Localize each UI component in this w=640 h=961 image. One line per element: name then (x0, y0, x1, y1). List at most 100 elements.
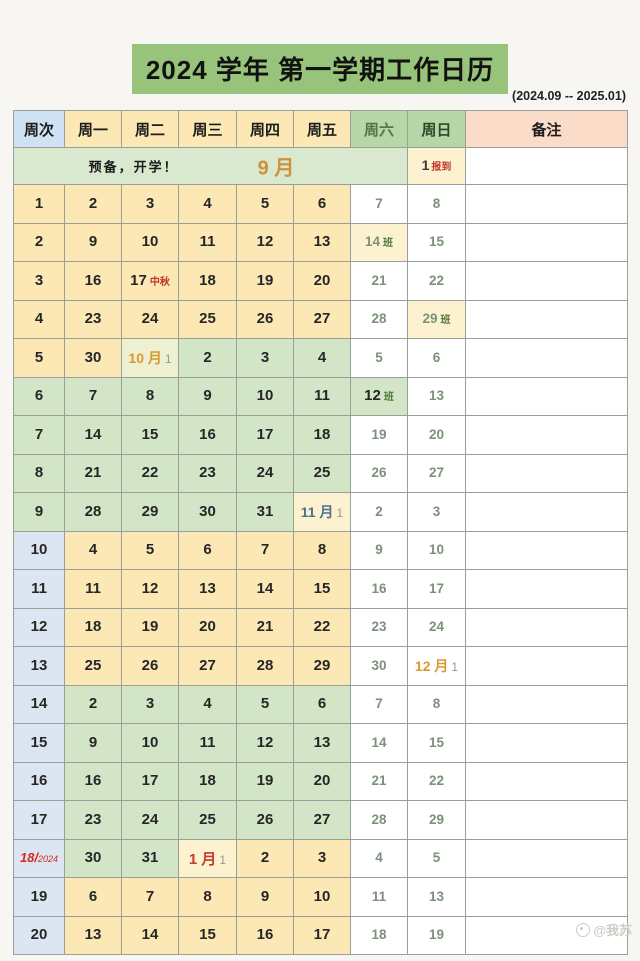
week-number-cell: 11 (13, 569, 65, 609)
day-cell: 19 (236, 261, 294, 301)
cell-text: 17 (313, 926, 331, 944)
day-cell: 10 (236, 376, 294, 416)
cell-text: 8 (317, 541, 327, 559)
column-header: 周一 (64, 110, 122, 148)
day-cell: 11 (178, 222, 237, 262)
day-cell: 5 (407, 838, 466, 878)
day-cell: 3 (293, 838, 351, 878)
watermark: @我苏 (576, 920, 632, 939)
day-cell: 6 (293, 684, 351, 724)
cell-text: 15 (313, 579, 331, 597)
day-cell: 16 (64, 261, 122, 301)
day-cell: 19 (236, 761, 294, 801)
cell-text: 28 (371, 311, 387, 327)
cell-text: 5 (375, 349, 383, 365)
cell-text: 19 (428, 927, 445, 943)
day-cell: 2 (236, 838, 294, 878)
cell-text: 8 (432, 195, 441, 211)
cell-text: 22 (313, 618, 331, 636)
cell-text: 5 (432, 850, 441, 866)
day-cell: 16 (236, 915, 294, 955)
cell-text: 25 (199, 310, 216, 328)
cell-text: 29 (313, 656, 331, 674)
column-header: 周六 (350, 110, 408, 148)
day-cell: 12 (121, 569, 179, 609)
cell-text: 29 (428, 811, 445, 827)
day-cell: 7 (350, 184, 408, 224)
cell-text: 21 (256, 618, 274, 636)
cell-text: 18 (313, 425, 331, 443)
cell-text: 15 (199, 926, 216, 944)
day-cell: 9 (350, 530, 408, 570)
cell-text: 5 (260, 194, 270, 212)
cell-text: 26 (371, 465, 387, 481)
cell-text: 22 (428, 773, 445, 789)
cell-text: 9 (88, 233, 98, 251)
remark-cell (465, 453, 628, 493)
cell-text: 12 (30, 618, 48, 636)
cell-text: 2 (88, 194, 98, 212)
cell-text: 20 (428, 426, 445, 442)
cell-text: 17 (30, 810, 48, 828)
cell-text: 13 (199, 579, 216, 597)
cell-text: 30 (199, 502, 216, 520)
cell-text: 19 (256, 772, 274, 790)
day-cell: 21 (236, 607, 294, 647)
cell-text: 23 (84, 310, 102, 328)
cell-text: 2 (88, 695, 98, 713)
semester-start-note: 预备，开学！ (88, 159, 179, 175)
day-cell: 12 (236, 723, 294, 763)
day-cell: 15 (178, 915, 237, 955)
day-cell: 5 (350, 338, 408, 378)
cell-text: 9 (260, 887, 270, 905)
day-cell: 27 (178, 646, 237, 686)
cell-text: 20 (313, 271, 331, 289)
day-cell: 10 (121, 222, 179, 262)
remark-cell (465, 646, 628, 686)
day-cell: 26 (236, 800, 294, 840)
cell-text: 9 (203, 387, 212, 405)
cell-text: 11 (199, 233, 216, 251)
cell-text: 17 (256, 425, 274, 443)
day-cell: 15 (121, 415, 179, 455)
cell-text: 1 月 (188, 850, 217, 868)
cell-text: 23 (84, 810, 102, 828)
day-cell: 28 (64, 492, 122, 532)
day-cell: 7 (64, 376, 122, 416)
cell-text: 16 (84, 772, 102, 790)
cell-text: 2 (260, 849, 270, 867)
cell-text: 28 (371, 811, 387, 827)
day-cell: 14 (121, 915, 179, 955)
day-cell: 15 (293, 569, 351, 609)
cell-text: 28 (256, 656, 274, 674)
day-cell: 7 (121, 877, 179, 917)
week-number-cell: 17 (13, 800, 65, 840)
cell-text: 19 (256, 271, 274, 289)
day-cell: 14 (64, 415, 122, 455)
cell-text: 1 (451, 659, 459, 674)
day-cell: 11 (178, 723, 237, 763)
day-cell: 8 (407, 184, 466, 224)
cell-text: 6 (34, 387, 44, 405)
cell-text: 11 (314, 387, 330, 405)
day-cell: 4 (178, 184, 237, 224)
week-number-cell: 2 (13, 222, 65, 262)
day-cell: 15 (407, 222, 466, 262)
remark-cell (465, 800, 628, 840)
cell-text: 18 (371, 927, 387, 943)
cell-text: 30 (84, 348, 102, 366)
week-number-cell: 4 (13, 299, 65, 339)
day-cell: 4 (293, 338, 351, 378)
day-cell: 26 (350, 453, 408, 493)
day-cell: 3 (407, 492, 466, 532)
cell-text: 24 (428, 619, 445, 635)
remark-cell (465, 147, 628, 185)
cell-text: 28 (84, 502, 102, 520)
cell-text: 4 (88, 541, 98, 559)
cell-text: 14 (364, 234, 381, 250)
day-cell: 12 (236, 222, 294, 262)
remark-cell (465, 723, 628, 763)
cell-text: 29 (141, 502, 159, 520)
cell-text: 5 (34, 348, 44, 366)
